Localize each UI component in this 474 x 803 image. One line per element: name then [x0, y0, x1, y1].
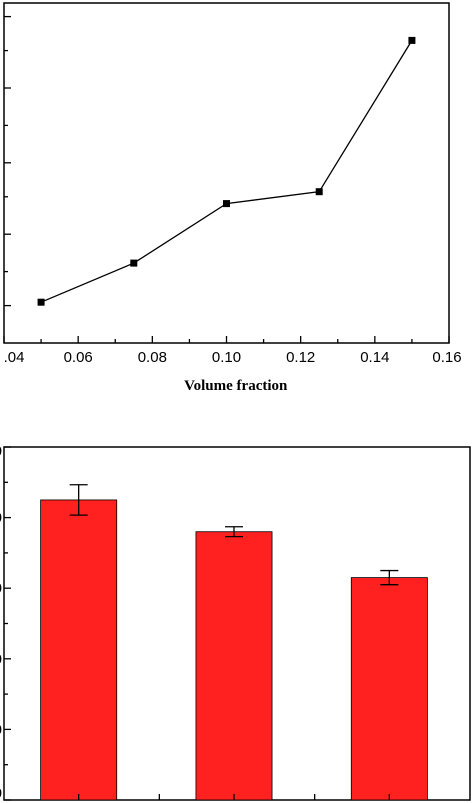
y-tick-label: 0: [0, 651, 2, 668]
top-y-ticks: [4, 15, 11, 307]
series-line: [40, 40, 413, 303]
bottom-x-ticks: [78, 794, 390, 800]
bar: [195, 531, 273, 801]
data-point: [37, 298, 45, 306]
y-tick-label: 0: [0, 580, 2, 597]
y-tick-label: 0: [0, 443, 2, 460]
data-point: [130, 259, 138, 267]
x-tick-label: 0.08: [138, 349, 167, 366]
error-bars: [69, 484, 399, 586]
y-tick-label: 0: [0, 721, 2, 738]
x-axis-title: Volume fraction: [184, 378, 288, 394]
bar: [350, 577, 428, 801]
x-tick-label: 0.06: [64, 349, 93, 366]
bars: [40, 499, 428, 801]
y-tick-label: 0: [0, 785, 2, 802]
top-line-chart: .04 0.06 0.08 0.10 0.12 0.14 0.16 Volume fract…: [3, 2, 462, 394]
bottom-bar-chart: 0 0 0 0 0 0: [0, 443, 471, 802]
x-tick-label: 0.14: [360, 349, 389, 366]
data-point: [408, 36, 416, 44]
series-points: [37, 36, 416, 306]
x-tick-label: 0.10: [212, 349, 241, 366]
x-tick-label: 0.16: [432, 349, 461, 366]
top-plot-frame: [3, 2, 450, 344]
top-x-ticks: .04 0.06 0.08 0.10 0.12 0.14 0.16: [3, 336, 462, 366]
bar: [40, 499, 118, 801]
data-point: [315, 188, 323, 196]
y-tick-label: 0: [0, 510, 2, 527]
x-tick-label: 0.12: [286, 349, 315, 366]
bottom-y-ticks: 0 0 0 0 0 0: [0, 443, 11, 802]
data-point: [223, 200, 230, 208]
x-tick-label: .04: [4, 349, 25, 366]
